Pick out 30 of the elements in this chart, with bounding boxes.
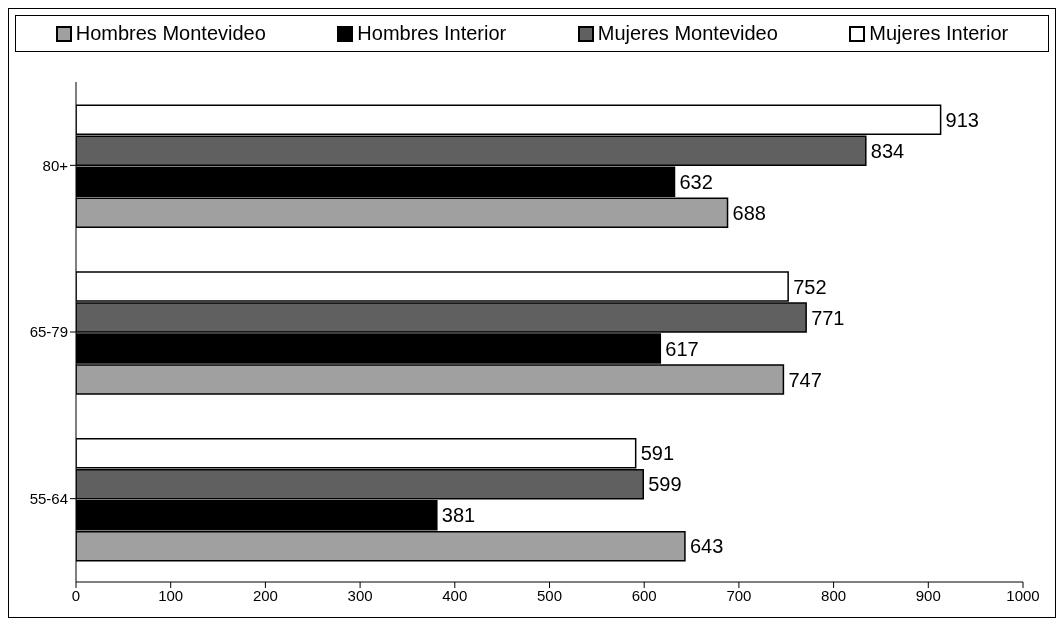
data-label: 834 [870,139,905,162]
data-label: 747 [788,368,822,391]
legend-label: Mujeres Interior [868,22,1009,45]
y-tick-label: 55-64 [29,489,68,507]
data-label: 913 [945,108,979,131]
x-tick-label: 400 [442,586,468,604]
x-tick-label: 100 [158,586,184,604]
x-tick-label: 300 [347,586,373,604]
data-label: 688 [732,201,766,224]
x-tick-label: 0 [71,586,81,604]
x-tick-label: 900 [915,586,941,604]
data-label: 643 [689,535,724,558]
x-tick-label: 1000 [1006,586,1040,604]
x-tick-label: 200 [252,586,278,604]
data-label: 752 [793,275,827,298]
data-label: 632 [679,170,713,193]
data-label: 771 [811,306,845,329]
legend-label: Hombres Montevideo [74,22,266,45]
data-label: 617 [665,337,699,360]
data-label: 591 [640,442,675,465]
y-tick-label: 65-79 [29,323,68,341]
x-tick-label: 600 [631,586,657,604]
y-tick-label: 80+ [42,156,69,174]
data-label: 381 [441,504,476,527]
data-label: 599 [648,473,682,496]
x-tick-label: 500 [536,586,563,604]
x-tick-label: 700 [726,586,752,604]
x-tick-label: 800 [821,586,847,604]
legend-label: Mujeres Montevideo [596,22,778,45]
legend-label: Hombres Interior [356,22,507,45]
